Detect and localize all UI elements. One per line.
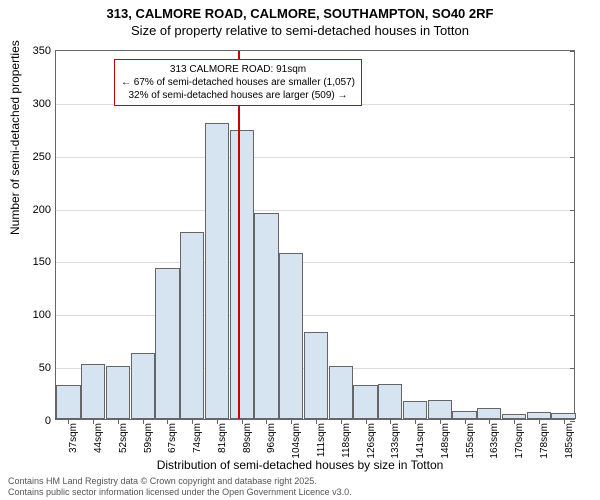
y-tick-label: 250 (33, 151, 51, 163)
attribution-line-1: Contains HM Land Registry data © Crown c… (8, 476, 352, 487)
x-tick-label: 52sqm (118, 423, 129, 453)
x-tick-label: 44sqm (93, 423, 104, 453)
x-tick-label: 133sqm (390, 423, 401, 459)
x-tick-label: 141sqm (415, 423, 426, 459)
y-tick-label: 100 (33, 309, 51, 321)
y-tick-label: 200 (33, 204, 51, 216)
histogram-bar (230, 130, 254, 419)
y-tick-mark (570, 368, 575, 369)
gridline (56, 157, 574, 158)
x-tick-label: 111sqm (316, 423, 327, 457)
y-tick-label: 350 (33, 45, 51, 57)
x-tick-label: 155sqm (465, 423, 476, 459)
gridline (56, 262, 574, 263)
x-tick-label: 118sqm (341, 423, 352, 458)
histogram-bar (452, 411, 476, 419)
y-tick-label: 150 (33, 256, 51, 268)
x-tick-label: 81sqm (217, 423, 228, 453)
x-tick-label: 89sqm (242, 423, 253, 453)
y-tick-label: 0 (45, 415, 51, 427)
y-tick-mark (570, 315, 575, 316)
gridline (56, 315, 574, 316)
y-tick-label: 300 (33, 98, 51, 110)
histogram-bar (329, 366, 353, 419)
annotation-line: 313 CALMORE ROAD: 91sqm (121, 63, 355, 76)
histogram-bar (304, 332, 328, 419)
x-tick-label: 96sqm (266, 423, 277, 453)
x-tick-label: 74sqm (192, 423, 203, 453)
x-tick-label: 148sqm (440, 423, 451, 459)
x-axis-label: Distribution of semi-detached houses by … (0, 458, 600, 472)
x-tick-label: 185sqm (564, 423, 575, 459)
chart-container: 313, CALMORE ROAD, CALMORE, SOUTHAMPTON,… (0, 0, 600, 500)
y-tick-mark (570, 421, 575, 422)
gridline (56, 210, 574, 211)
histogram-bar (353, 385, 377, 419)
x-tick-label: 37sqm (68, 423, 79, 453)
histogram-bar (428, 400, 452, 419)
reference-line (238, 51, 240, 419)
attribution: Contains HM Land Registry data © Crown c… (8, 476, 352, 498)
y-tick-mark (570, 51, 575, 52)
histogram-bar (477, 408, 501, 419)
y-tick-mark (570, 104, 575, 105)
histogram-bar (81, 364, 105, 419)
annotation-line: 32% of semi-detached houses are larger (… (121, 89, 355, 102)
x-tick-label: 163sqm (489, 423, 500, 459)
x-tick-label: 126sqm (366, 423, 377, 459)
x-tick-label: 59sqm (143, 423, 154, 453)
y-tick-mark (570, 157, 575, 158)
x-tick-label: 170sqm (514, 423, 525, 459)
plot-area: 05010015020025030035037sqm44sqm52sqm59sq… (55, 50, 575, 420)
y-tick-mark (570, 262, 575, 263)
histogram-bar (155, 268, 179, 419)
chart-title: 313, CALMORE ROAD, CALMORE, SOUTHAMPTON,… (0, 0, 600, 40)
x-tick-label: 104sqm (291, 423, 302, 459)
histogram-bar (378, 384, 402, 419)
histogram-bar (279, 253, 303, 419)
x-tick-label: 67sqm (167, 423, 178, 453)
annotation-box: 313 CALMORE ROAD: 91sqm← 67% of semi-det… (114, 59, 362, 106)
attribution-line-2: Contains public sector information licen… (8, 487, 352, 498)
histogram-bar (254, 213, 278, 419)
y-tick-mark (570, 210, 575, 211)
y-tick-label: 50 (39, 362, 51, 374)
histogram-bar (403, 401, 427, 419)
histogram-bar (131, 353, 155, 419)
title-line-1: 313, CALMORE ROAD, CALMORE, SOUTHAMPTON,… (0, 6, 600, 23)
histogram-bar (56, 385, 80, 419)
histogram-bar (205, 123, 229, 419)
histogram-bar (527, 412, 551, 419)
annotation-line: ← 67% of semi-detached houses are smalle… (121, 76, 355, 89)
histogram-bar (180, 232, 204, 419)
x-tick-label: 178sqm (539, 423, 550, 459)
y-axis-label: Number of semi-detached properties (8, 40, 22, 235)
histogram-bar (106, 366, 130, 419)
title-line-2: Size of property relative to semi-detach… (0, 23, 600, 40)
